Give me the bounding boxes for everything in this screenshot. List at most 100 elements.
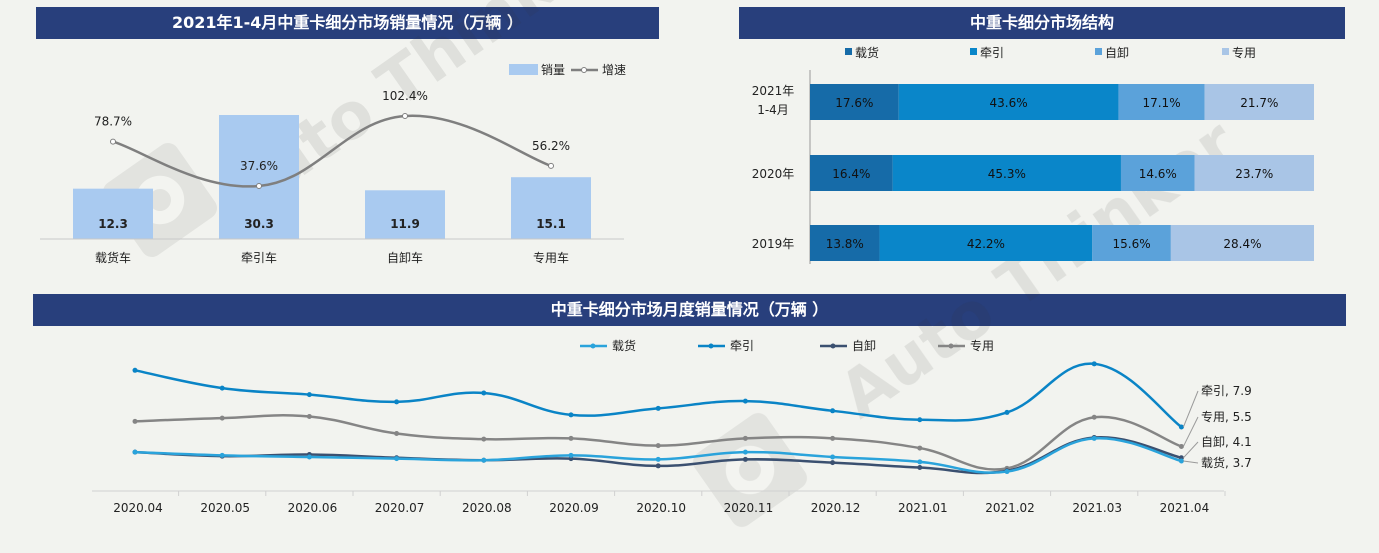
- panel1-title: 2021年1-4月中重卡细分市场销量情况（万辆 ）: [36, 7, 659, 39]
- series-point: [306, 454, 312, 460]
- segment-value-label: 23.7%: [1235, 167, 1273, 181]
- legend-swatch: [970, 48, 977, 55]
- bar-value-label: 30.3: [244, 217, 274, 231]
- end-value-label: 自卸, 4.1: [1201, 434, 1252, 449]
- legend-label-growth: 增速: [602, 63, 626, 77]
- x-tick-label: 2020.08: [462, 501, 512, 515]
- stacked-segment: [892, 155, 1121, 191]
- series-point: [830, 408, 836, 414]
- bar-value-label: 11.9: [390, 217, 420, 231]
- segment-value-label: 17.6%: [835, 96, 873, 110]
- series-point: [481, 457, 487, 463]
- watermark-logo-core: [738, 458, 762, 482]
- x-tick-label: 2020.09: [549, 501, 599, 515]
- series-point: [742, 398, 748, 404]
- series-point: [1178, 443, 1184, 449]
- series-point: [742, 456, 748, 462]
- x-tick-label: 2021.03: [1072, 501, 1122, 515]
- series-point: [132, 418, 138, 424]
- series-point: [917, 459, 923, 465]
- growth-value-label: 56.2%: [532, 139, 570, 153]
- y-tick-label: 2020年: [752, 167, 795, 181]
- series-point: [830, 454, 836, 460]
- series-point: [1091, 361, 1097, 367]
- legend-swatch: [1095, 48, 1102, 55]
- stacked-segment: [898, 84, 1119, 120]
- x-tick-label: 载货车: [95, 250, 131, 265]
- y-tick-label: 2021年: [752, 84, 795, 98]
- x-tick-label: 2020.06: [288, 501, 338, 515]
- legend-label: 牵引: [730, 339, 754, 353]
- segment-value-label: 14.6%: [1139, 167, 1177, 181]
- end-value-label: 载货, 3.7: [1201, 455, 1252, 470]
- growth-point: [548, 162, 554, 169]
- stacked-segment: [1118, 84, 1205, 120]
- series-point: [917, 417, 923, 423]
- x-tick-label: 2020.05: [200, 501, 250, 515]
- series-point: [394, 430, 400, 436]
- x-tick-label: 2020.10: [636, 501, 686, 515]
- stacked-segment: [879, 225, 1093, 261]
- series-point: [394, 399, 400, 405]
- growth-value-label: 78.7%: [94, 115, 132, 129]
- x-tick-label: 2020.12: [811, 501, 861, 515]
- panel2-title: 中重卡细分市场结构: [739, 7, 1345, 39]
- legend-marker: [948, 343, 954, 349]
- legend-label: 专用: [1232, 45, 1256, 60]
- stacked-segment: [810, 84, 899, 120]
- watermark-logo-core: [148, 188, 172, 212]
- legend-swatch: [845, 48, 852, 55]
- legend-label: 专用: [970, 338, 994, 353]
- legend-swatch-sales: [509, 64, 538, 75]
- watermark-text: Auto Thinker: [827, 106, 1250, 433]
- segment-value-label: 42.2%: [967, 237, 1005, 251]
- series-point: [481, 436, 487, 442]
- series-point: [830, 460, 836, 466]
- legend-swatch: [1222, 48, 1229, 55]
- series-point: [568, 452, 574, 458]
- end-label-leader: [1183, 460, 1199, 464]
- series-point: [306, 392, 312, 398]
- stacked-segment: [1194, 155, 1314, 191]
- stacked-segment: [1204, 84, 1314, 120]
- segment-value-label: 16.4%: [832, 167, 870, 181]
- series-point: [742, 449, 748, 455]
- series-point: [1004, 409, 1010, 415]
- legend-marker: [590, 343, 596, 349]
- legend-label: 自卸: [852, 338, 876, 353]
- series-point: [306, 413, 312, 419]
- bar-value-label: 12.3: [98, 217, 128, 231]
- x-tick-label: 自卸车: [387, 250, 423, 265]
- series-point: [655, 463, 661, 469]
- segment-value-label: 13.8%: [826, 237, 864, 251]
- watermark-logo-box: [693, 413, 807, 527]
- x-tick-label: 2021.02: [985, 501, 1035, 515]
- growth-point: [256, 183, 262, 189]
- series-point: [742, 435, 748, 441]
- end-label-leader: [1182, 416, 1199, 447]
- stacked-segment: [810, 155, 893, 191]
- series-point: [830, 435, 836, 441]
- series-point: [394, 456, 400, 462]
- series-line: [134, 362, 1183, 429]
- segment-value-label: 28.4%: [1223, 237, 1261, 251]
- bar-sales: [365, 190, 445, 239]
- bar-sales: [73, 188, 153, 239]
- segment-value-label: 17.1%: [1142, 96, 1180, 110]
- series-point: [132, 449, 138, 455]
- x-tick-label: 2020.11: [724, 501, 774, 515]
- legend-label: 载货: [612, 338, 636, 353]
- series-point: [219, 385, 225, 391]
- segment-value-label: 15.6%: [1112, 237, 1150, 251]
- growth-value-label: 102.4%: [382, 89, 428, 103]
- series-point: [1091, 435, 1097, 441]
- growth-point: [402, 113, 408, 119]
- series-point: [917, 465, 923, 471]
- y-tick-label: 1-4月: [757, 103, 789, 117]
- watermark-logo-icon: [693, 413, 807, 527]
- growth-value-label: 37.6%: [240, 159, 278, 173]
- bar-value-label: 15.1: [536, 217, 566, 231]
- end-value-label: 牵引, 7.9: [1201, 384, 1252, 398]
